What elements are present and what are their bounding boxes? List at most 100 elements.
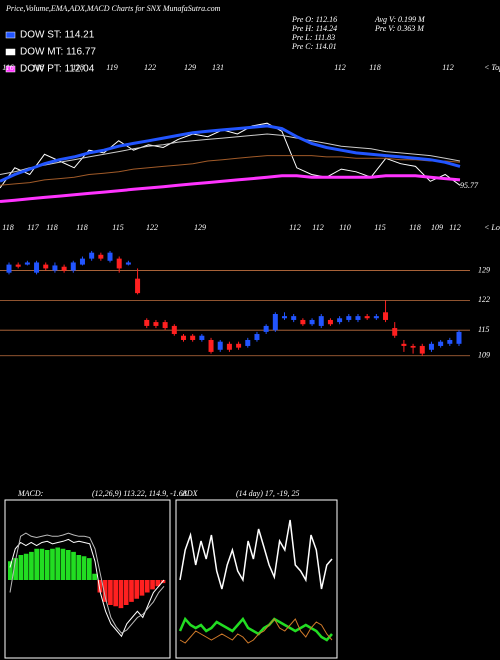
- candle-body: [254, 334, 260, 340]
- candle-body: [263, 325, 269, 332]
- macd-bar: [8, 561, 13, 580]
- low-label: 110: [339, 223, 350, 232]
- macd-bar: [118, 580, 124, 609]
- candle-body: [300, 319, 306, 325]
- candle-body: [346, 316, 352, 320]
- candle-body: [199, 335, 205, 340]
- macd-bar: [129, 580, 134, 602]
- macd-bar: [23, 553, 29, 580]
- macd-bar: [102, 580, 108, 602]
- candle-body: [438, 341, 444, 346]
- candle-body: [43, 264, 49, 269]
- candle-body: [34, 262, 40, 273]
- low-label: 118: [2, 223, 13, 232]
- y-tick-label: 115: [478, 325, 489, 334]
- macd-bar: [13, 558, 18, 580]
- legend-swatch: [5, 65, 16, 73]
- candle-body: [208, 339, 214, 352]
- candle-body: [282, 316, 288, 319]
- candle-body: [226, 343, 232, 350]
- candle-body: [309, 319, 315, 325]
- candle-body: [61, 266, 67, 271]
- macd-bar: [39, 548, 45, 580]
- macd-bar: [144, 580, 150, 593]
- macd-bar: [108, 580, 113, 605]
- candle-body: [89, 252, 95, 259]
- low-label: 129: [194, 223, 206, 232]
- macd-bar: [44, 550, 50, 580]
- candle-body: [327, 319, 333, 325]
- candle-body: [217, 341, 223, 350]
- candle-body: [447, 339, 453, 344]
- macd-bar: [139, 580, 145, 596]
- macd-bar: [29, 551, 34, 580]
- macd-bar: [71, 551, 76, 580]
- top-label: 112: [334, 63, 345, 72]
- low-label: 109: [431, 223, 443, 232]
- candle-body: [291, 316, 297, 320]
- legend-swatch: [5, 48, 16, 56]
- y-tick-label: 129: [478, 265, 490, 274]
- macd-params: (12,26,9) 113.22, 114.9, -1.68: [92, 489, 187, 498]
- low-label: 112: [289, 223, 300, 232]
- macd-line: [9, 538, 165, 638]
- macd-bar: [155, 580, 161, 587]
- candle-body: [171, 325, 177, 335]
- legend-label: DOW PT: 112.04: [20, 64, 95, 75]
- macd-line: [9, 532, 165, 634]
- macd-panel: [4, 499, 171, 659]
- low-label: 118: [409, 223, 420, 232]
- candle-body: [52, 265, 58, 271]
- candle-body: [419, 345, 425, 354]
- lows-label: < Lows: [484, 223, 500, 232]
- candle-body: [116, 258, 122, 269]
- macd-bar: [123, 580, 129, 605]
- legend-swatch: [5, 31, 16, 39]
- candle-body: [337, 318, 343, 323]
- tops-label: < Tops: [484, 63, 500, 72]
- macd-bar: [81, 556, 87, 580]
- adx-line: [179, 519, 333, 590]
- ema-line: [0, 174, 461, 203]
- info: Pre O: 112.16: [291, 15, 337, 24]
- low-label: 112: [449, 223, 460, 232]
- low-label: 115: [112, 223, 123, 232]
- macd-bar: [60, 548, 66, 580]
- macd-bar: [34, 548, 39, 580]
- macd-bar: [150, 580, 155, 590]
- chart-title: Price,Volume,EMA,ADX,MACD Charts for SNX…: [5, 4, 221, 13]
- legend-label: DOW MT: 116.77: [20, 47, 96, 58]
- candle-body: [125, 262, 131, 265]
- candle-body: [456, 331, 462, 344]
- top-label: 112: [442, 63, 453, 72]
- candle-body: [392, 328, 398, 336]
- candle-body: [98, 254, 104, 259]
- adx-line: [178, 616, 333, 642]
- candle-body: [70, 262, 76, 271]
- info: Pre V: 0.363 M: [374, 24, 425, 33]
- candle-body: [6, 264, 12, 273]
- macd-bar: [92, 573, 97, 580]
- top-label: 118: [369, 63, 380, 72]
- candle-body: [272, 314, 278, 331]
- ema-line: [0, 155, 461, 186]
- low-label: 118: [46, 223, 57, 232]
- top-label: 131: [212, 63, 224, 72]
- macd-label: MACD:: [17, 489, 44, 498]
- candle-body: [24, 262, 30, 265]
- candle-body: [162, 322, 168, 329]
- adx-line: [179, 618, 333, 644]
- candle-body: [410, 345, 416, 348]
- low-label: 122: [146, 223, 158, 232]
- info: Avg V: 0.199 M: [374, 15, 426, 24]
- legend-label: DOW ST: 114.21: [20, 30, 95, 41]
- ema-line: [0, 124, 461, 183]
- macd-bar: [97, 580, 103, 593]
- info: Pre L: 111.83: [291, 33, 335, 42]
- ema-line: [0, 122, 461, 189]
- info: Pre C: 114.01: [291, 42, 337, 51]
- macd-bar: [18, 555, 24, 580]
- low-label: 115: [374, 223, 385, 232]
